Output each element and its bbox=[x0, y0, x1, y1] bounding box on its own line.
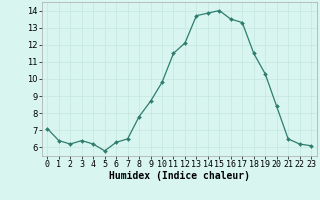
X-axis label: Humidex (Indice chaleur): Humidex (Indice chaleur) bbox=[109, 171, 250, 181]
